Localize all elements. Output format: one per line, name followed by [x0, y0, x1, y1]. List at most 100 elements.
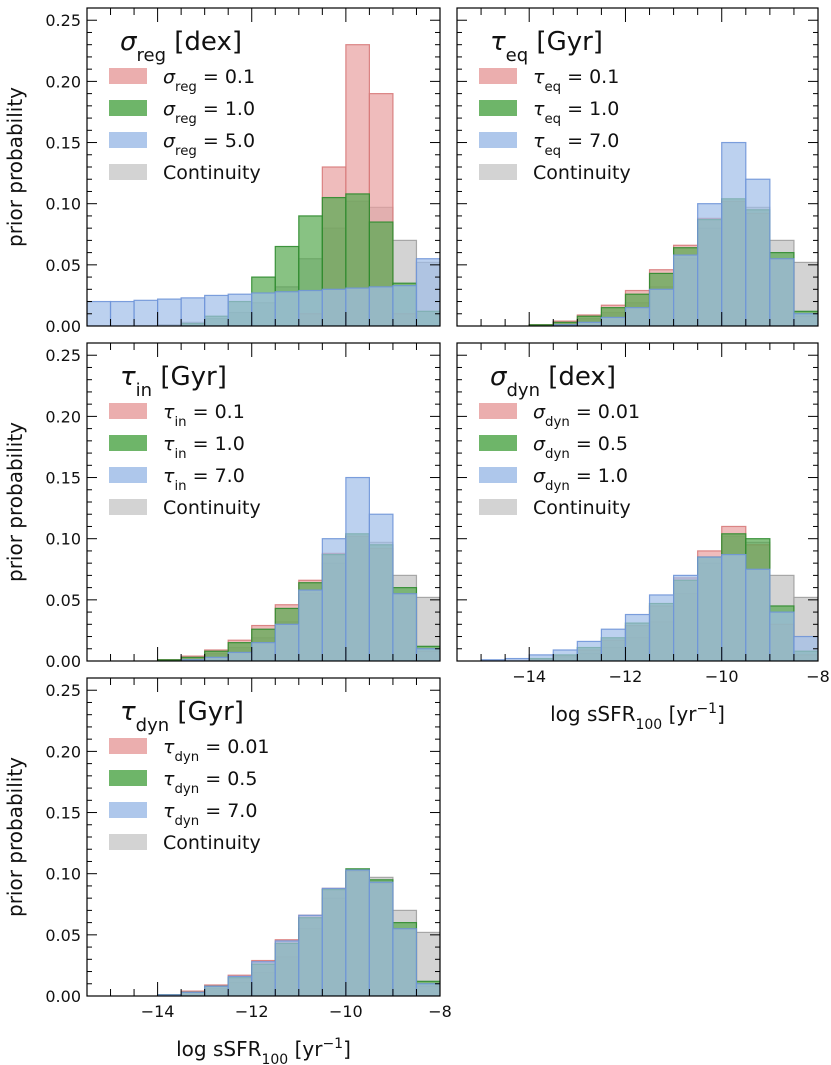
bar-sigma_reg=5.0-bin-2	[133, 299, 159, 326]
bar-sigma_dyn=1.0-bin-13	[769, 611, 795, 661]
legend-label-tau_in=1.0-subscript: in	[174, 447, 186, 462]
y-tick-label: 0.20	[45, 72, 81, 91]
bar-tau_dyn=7.0-bin-12	[368, 881, 394, 996]
y-tick-label: 0.10	[45, 865, 81, 884]
bar-sigma_dyn=1.0-bin-9	[672, 574, 699, 661]
x-axis-label-end: ]	[343, 1037, 351, 1061]
legend-label-tau_in=1.0-symbol: τ	[163, 433, 175, 455]
bar-tau_eq=7.0-bin-8	[648, 288, 675, 326]
legend-label-sigma_dyn=0.01: σdyn = 0.01	[533, 401, 640, 430]
legend-swatch-tau_dyn=7.0	[109, 802, 147, 818]
legend-swatch-Continuity	[109, 834, 147, 850]
panel-title-unit: [Gyr]	[152, 362, 227, 392]
panel-title-unit: [Gyr]	[169, 697, 244, 727]
legend-label-tau_in=0.1-subscript: in	[174, 415, 186, 430]
legend-swatch-tau_dyn=0.5	[109, 770, 147, 786]
x-axis-label-unit: [yr	[288, 1037, 323, 1061]
legend-label-tau_eq=0.1-symbol: τ	[533, 66, 545, 88]
legend-label-sigma_reg=0.1-value: = 0.1	[197, 66, 255, 88]
legend-label-sigma_reg=5.0-symbol: σ	[163, 130, 176, 152]
bar-sigma_dyn=1.0-bin-12	[745, 568, 771, 661]
legend-label-sigma_reg=1.0-symbol: σ	[163, 98, 176, 120]
legend-label-tau_eq=7.0: τeq = 7.0	[533, 130, 619, 159]
bar-tau_eq=7.0-bin-13	[769, 258, 795, 326]
legend-label-tau_eq=7.0-subscript: eq	[544, 144, 561, 159]
panel-title-subscript: dyn	[136, 715, 170, 736]
legend-swatch-Continuity	[109, 164, 147, 180]
y-tick-label: 0.00	[45, 987, 81, 1006]
y-tick-label: 0.10	[45, 195, 81, 214]
legend-label-tau_in=0.1-symbol: τ	[163, 401, 175, 423]
panel-title-symbol: σ	[120, 27, 138, 57]
legend-label-Continuity: Continuity	[163, 162, 261, 184]
legend-label-tau_in=7.0-symbol: τ	[163, 465, 175, 487]
legend-label-tau_dyn=0.01: τdyn = 0.01	[163, 736, 270, 765]
y-tick-label: 0.05	[45, 591, 81, 610]
legend-label-sigma_dyn=0.5-value: = 0.5	[570, 433, 628, 455]
y-tick-label: 0.25	[45, 11, 81, 30]
series-sigma_dyn=1.0	[480, 553, 818, 661]
bar-sigma_dyn=1.0-bin-4	[552, 649, 578, 661]
x-tick-label: −12	[235, 1002, 269, 1021]
legend-label-sigma_reg=0.1: σreg = 0.1	[163, 66, 255, 95]
bar-tau_dyn=7.0-bin-13	[392, 928, 418, 996]
x-axis-label: log sSFR100 [yr−1]	[550, 701, 725, 733]
panel-tau_in: 0.00 0.05 0.10 0.15 0.20 0.25 prior probabilit…	[3, 342, 441, 671]
panel-title-unit: [Gyr]	[528, 27, 603, 57]
panel-title-unit: [dex]	[540, 362, 616, 392]
panel-title-symbol: τ	[120, 697, 136, 727]
x-tick-label: −10	[705, 667, 739, 686]
y-tick-label: 0.00	[45, 317, 81, 336]
series-tau_eq=7.0	[552, 141, 818, 326]
legend-label-sigma_dyn=1.0-symbol: σ	[533, 465, 546, 487]
bar-sigma_reg=5.0-bin-5	[204, 294, 229, 326]
legend-label-sigma_reg=5.0-subscript: reg	[175, 144, 197, 159]
bar-sigma_dyn=1.0-bin-8	[648, 594, 675, 661]
y-axis-label: prior probability	[3, 757, 27, 917]
legend-swatch-Continuity	[479, 499, 517, 515]
x-axis-label-subscript: 100	[261, 1052, 288, 1065]
legend-label-sigma_dyn=1.0: σdyn = 1.0	[533, 465, 628, 494]
legend-swatch-tau_in=0.1	[109, 403, 147, 419]
x-axis-label-superscript: −1	[696, 701, 717, 717]
legend-label-tau_dyn=7.0: τdyn = 7.0	[163, 800, 257, 829]
legend-label-Continuity: Continuity	[163, 832, 261, 854]
bar-tau_eq=7.0-bin-11	[721, 141, 747, 326]
legend-label-tau_eq=0.1: τeq = 0.1	[533, 66, 619, 95]
legend-swatch-Continuity	[109, 499, 147, 515]
bar-tau_in=7.0-bin-7	[251, 642, 276, 661]
legend-label-sigma_dyn=0.01-subscript: dyn	[545, 415, 570, 430]
x-tick-label: −14	[141, 1002, 175, 1021]
x-axis-label-main: log sSFR	[176, 1037, 261, 1061]
x-tick-label: −8	[428, 1002, 452, 1021]
legend-label-tau_eq=0.1-value: = 0.1	[561, 66, 619, 88]
bar-tau_dyn=7.0-bin-6	[227, 975, 253, 996]
bar-sigma_dyn=1.0-bin-7	[624, 613, 651, 661]
legend-swatch-tau_eq=1.0	[479, 100, 517, 116]
legend-label-tau_dyn=0.01-subscript: dyn	[174, 750, 199, 765]
bar-tau_in=7.0-bin-6	[227, 651, 253, 661]
plot-area	[87, 44, 440, 326]
legend-label-tau_dyn=0.5-value: = 0.5	[199, 768, 257, 790]
plot-area	[157, 868, 440, 996]
panel-title-unit: [dex]	[166, 27, 242, 57]
legend-label-tau_dyn=0.5: τdyn = 0.5	[163, 768, 257, 797]
x-tick-label: −10	[329, 1002, 363, 1021]
series-sigma_reg=5.0	[87, 258, 440, 326]
bar-sigma_reg=5.0-bin-12	[368, 286, 394, 326]
bar-tau_in=7.0-bin-13	[392, 593, 418, 661]
bar-sigma_reg=5.0-bin-7	[251, 292, 276, 326]
panel-title-subscript: dyn	[506, 380, 540, 401]
legend-label-sigma_dyn=0.5-symbol: σ	[533, 433, 546, 455]
bar-tau_in=7.0-bin-11	[345, 476, 370, 661]
legend-label-sigma_dyn=1.0-value: = 1.0	[570, 465, 628, 487]
bar-sigma_reg=5.0-bin-11	[345, 287, 370, 326]
legend-label-tau_eq=1.0: τeq = 1.0	[533, 98, 619, 127]
legend-label-tau_in=0.1: τin = 0.1	[163, 401, 245, 430]
legend-swatch-sigma_dyn=1.0	[479, 467, 517, 483]
legend-label-tau_eq=7.0-value: = 7.0	[561, 130, 619, 152]
legend-label-tau_dyn=0.01-symbol: τ	[163, 736, 175, 758]
panel-title-subscript: reg	[136, 45, 166, 66]
legend-label-tau_dyn=0.01-value: = 0.01	[199, 736, 269, 758]
